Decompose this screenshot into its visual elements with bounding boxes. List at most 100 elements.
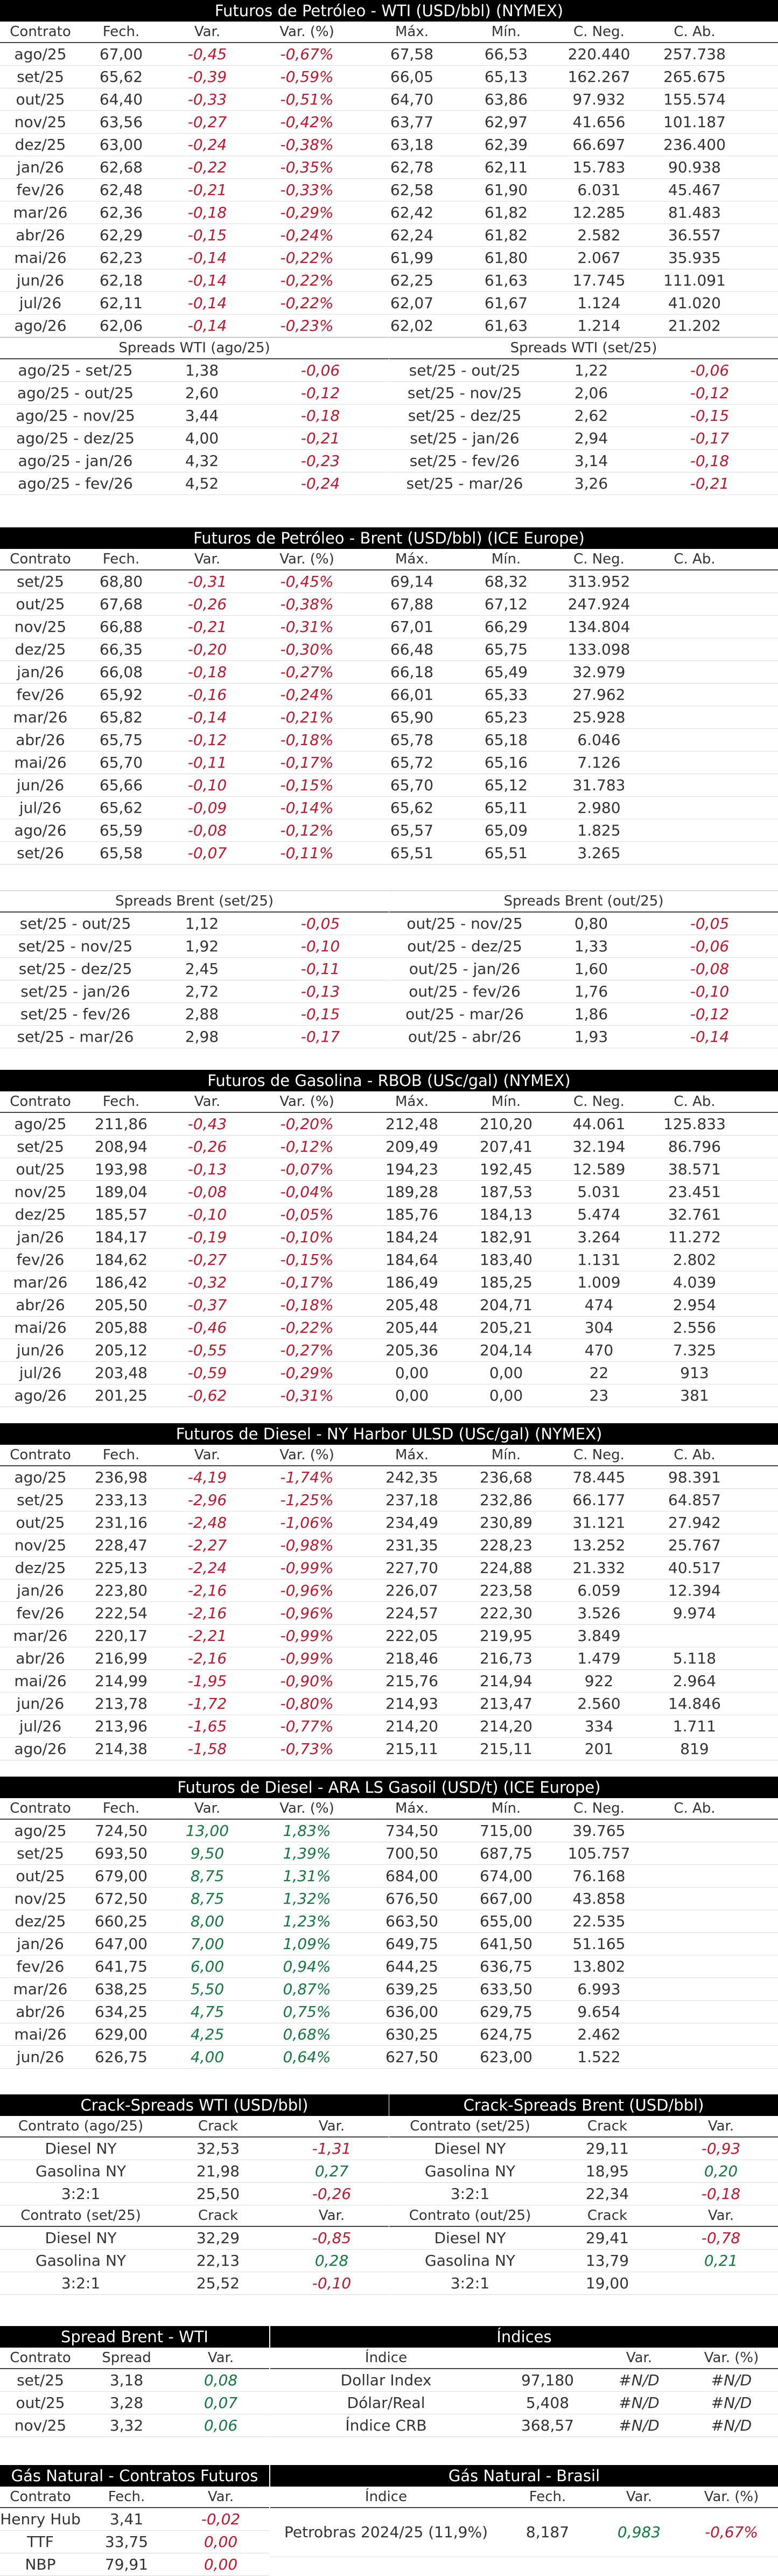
wti-cell: 257.738 xyxy=(663,45,726,63)
wti-cell: 90.938 xyxy=(668,158,721,176)
indices-cell: 368,57 xyxy=(521,2417,574,2434)
ulsd-table-row: nov/25 228,47 -2,27 -0,98% 231,35 228,23 13.25… xyxy=(0,1534,778,1557)
ulsd-cell: 236,68 xyxy=(480,1468,532,1486)
ulsd-cell: ago/25 xyxy=(14,1468,67,1486)
rbob-header-cell: C. Ab. xyxy=(674,1094,716,1110)
wti_spreads-cell: 1,38 xyxy=(185,361,219,379)
ulsd-cell: 9.974 xyxy=(672,1604,717,1622)
rbob-cell: abr/26 xyxy=(16,1296,65,1314)
wti-cell: 97.932 xyxy=(572,90,626,108)
indices-cell: 5,408 xyxy=(525,2394,570,2412)
indices-cell: #N/D xyxy=(619,2417,660,2434)
spread-bw-cell: 0,06 xyxy=(204,2417,238,2434)
wti-cell: -0,24% xyxy=(280,226,334,244)
gasoil-cell xyxy=(649,2001,740,2023)
gasoil-cell: ago/25 xyxy=(14,1822,67,1840)
brent_spreads-row: set/25 - nov/25 1,92 -0,10 xyxy=(0,935,389,958)
gas-futures-cell: 0,00 xyxy=(204,2556,238,2573)
spread-bw-cell: out/25 xyxy=(16,2394,65,2412)
gasoil-cell: 1,09% xyxy=(283,1935,331,1953)
gasoil-cell: 633,50 xyxy=(480,1980,532,1998)
ulsd-cell: 334 xyxy=(584,1717,614,1735)
rbob-cell: 184,24 xyxy=(386,1228,438,1246)
ulsd-title: Futuros de Diesel - NY Harbor ULSD (USc/… xyxy=(0,1423,778,1445)
brent-cell: -0,18 xyxy=(187,663,227,681)
ulsd-cell: ago/26 xyxy=(14,1740,67,1758)
rbob-cell: -0,12% xyxy=(280,1138,334,1155)
crack-cell: 3:2:1 xyxy=(61,2185,101,2203)
rbob-cell: 205,36 xyxy=(386,1341,438,1359)
wti-cell: -0,39 xyxy=(187,68,227,86)
gasoil-cell: 676,50 xyxy=(386,1890,438,1907)
ulsd-cell: 222,30 xyxy=(480,1604,532,1622)
gas-brasil-row: Petrobras 2024/25 (11,9%) 8,187 0,983 -0,67… xyxy=(270,2508,778,2557)
spread-bw-cell: nov/25 xyxy=(14,2417,67,2434)
wti-cell: -0,22 xyxy=(187,158,227,176)
ulsd-cell: -1,06% xyxy=(280,1514,334,1531)
spread-bw-title: Spread Brent - WTI xyxy=(0,2326,269,2348)
wti-header-cell: Contrato xyxy=(10,24,71,40)
rbob-cell: -0,32 xyxy=(187,1273,227,1291)
crack-cell: Diesel NY xyxy=(434,2229,506,2247)
brent-table-row: out/25 67,68 -0,26 -0,38% 67,88 67,12 247.924 xyxy=(0,593,778,616)
brent-table-row: abr/26 65,75 -0,12 -0,18% 65,78 65,18 6.046 xyxy=(0,729,778,751)
wti-cell: nov/25 xyxy=(14,113,67,131)
crack-cell: Gasolina NY xyxy=(36,2252,126,2269)
brent_spreads-cell: 1,12 xyxy=(185,915,219,932)
gasoil-cell: 624,75 xyxy=(480,2025,532,2043)
rbob-header-cell: Var. xyxy=(194,1094,221,1110)
wti-table-row: ago/25 67,00 -0,45 -0,67% 67,58 66,53 220.440 2… xyxy=(0,43,778,66)
ulsd-table-row: fev/26 222,54 -2,16 -0,96% 224,57 222,30 3.526… xyxy=(0,1602,778,1625)
brent_spreads-cell: -0,17 xyxy=(300,1028,340,1046)
brent-cell: 65,12 xyxy=(484,776,528,794)
wti-cell: 15.783 xyxy=(572,158,626,176)
crack-header-cell: Var. xyxy=(707,2118,734,2134)
rbob-cell: 211,86 xyxy=(95,1115,148,1133)
gas-brasil-header-cell: Var. xyxy=(626,2489,653,2505)
gasoil-cell: 8,75 xyxy=(190,1867,225,1885)
crack-title: Crack-Spreads Brent (USD/bbl) xyxy=(389,2094,778,2116)
brent-cell: 133.098 xyxy=(567,640,630,658)
rbob-cell: 470 xyxy=(584,1341,614,1359)
rbob-cell: 208,94 xyxy=(95,1138,148,1155)
wti_spreads-row: ago/25 - dez/25 4,00 -0,21 xyxy=(0,427,389,450)
ulsd-table-row: set/25 233,13 -2,96 -1,25% 237,18 232,86 66.17… xyxy=(0,1489,778,1512)
spread-bw-header-row: Contrato Spread Var. xyxy=(0,2348,269,2369)
crack-header-cell: Var. xyxy=(318,2208,345,2224)
wti-cell: -0,51% xyxy=(280,90,334,108)
ulsd-cell: 14.846 xyxy=(668,1695,721,1712)
wti-cell: 2.582 xyxy=(577,226,621,244)
brent-cell: 65,75 xyxy=(99,731,143,749)
rbob-cell: -0,62 xyxy=(187,1387,227,1404)
rbob-table-row: nov/25 189,04 -0,08 -0,04% 189,28 187,53 5.031… xyxy=(0,1181,778,1203)
ulsd-table-row: ago/25 236,98 -4,19 -1,74% 242,35 236,68 78.44… xyxy=(0,1466,778,1489)
gas-futures-header-row: Contrato Fech. Var. xyxy=(0,2487,269,2508)
crack-cell: 29,41 xyxy=(585,2229,629,2247)
gasoil-cell xyxy=(649,1865,740,1887)
ulsd-cell: 1.711 xyxy=(672,1717,717,1735)
brent-cell: 134.804 xyxy=(567,618,630,636)
rbob-cell: -0,22% xyxy=(280,1319,334,1336)
rbob-table-row: jun/26 205,12 -0,55 -0,27% 205,36 204,14 470 7.… xyxy=(0,1339,778,1362)
ulsd-cell: -1,65 xyxy=(187,1717,227,1735)
crack-row: Gasolina NY 18,95 0,20 xyxy=(389,2160,778,2183)
ulsd-cell: 219,95 xyxy=(480,1627,532,1645)
gasoil-cell: 636,75 xyxy=(480,1958,532,1975)
ulsd-cell: -4,19 xyxy=(187,1468,227,1486)
wti_spreads-cell: set/25 - jan/26 xyxy=(410,429,520,447)
wti-cell: 45.467 xyxy=(668,181,721,199)
wti-cell: 61,90 xyxy=(484,181,528,199)
rbob-cell: 205,44 xyxy=(386,1319,438,1336)
gasoil-cell xyxy=(649,1933,740,1955)
rbob-cell: -0,13 xyxy=(187,1160,227,1178)
rbob-cell: 189,04 xyxy=(95,1183,148,1201)
gas-brasil-header-cell: Índice xyxy=(365,2489,408,2505)
crack-cell: 32,29 xyxy=(196,2229,240,2247)
rbob-cell: 186,49 xyxy=(386,1273,438,1291)
spread-bw-cell: set/25 xyxy=(17,2371,64,2389)
gas-brasil-cell: Petrobras 2024/25 (11,9%) xyxy=(284,2523,488,2541)
rbob-cell: 23 xyxy=(589,1387,609,1404)
brent_spreads-cell: set/25 - nov/25 xyxy=(18,937,133,955)
brent-cell: jan/26 xyxy=(17,663,64,681)
rbob-cell: 210,20 xyxy=(480,1115,532,1133)
